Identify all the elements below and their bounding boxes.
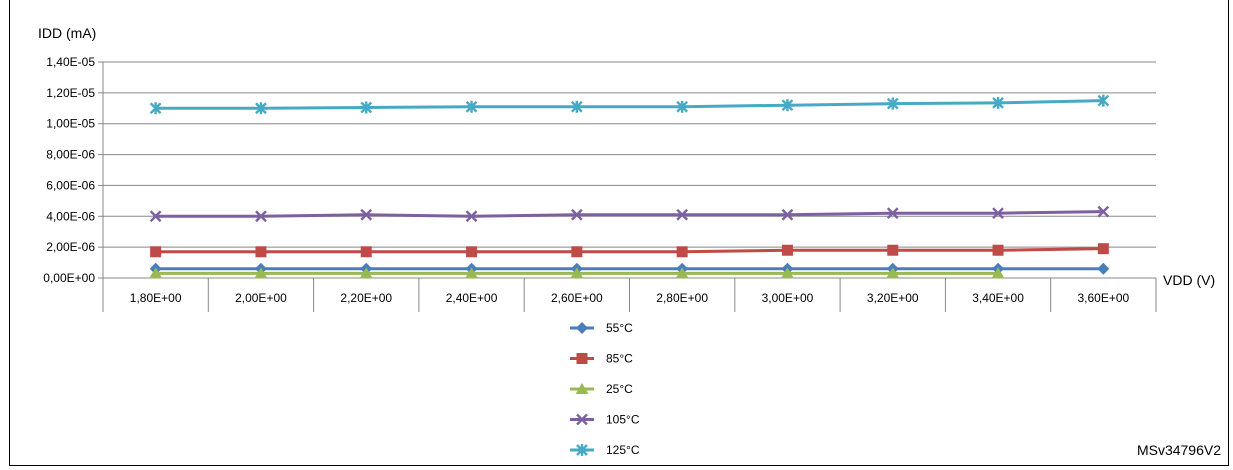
y-tick-label: 0,00E+00 xyxy=(43,271,95,285)
data-point xyxy=(886,267,900,279)
data-point xyxy=(781,99,794,112)
data-point xyxy=(1097,205,1110,218)
y-tick-label: 8,00E-06 xyxy=(46,148,95,162)
y-tick-label: 1,20E-05 xyxy=(46,86,95,100)
y-tick-labels: 0,00E+00 2,00E-06 4,00E-06 6,00E-06 8,00E-06… xyxy=(43,55,95,285)
data-point xyxy=(576,322,588,334)
data-point xyxy=(571,100,583,113)
data-point xyxy=(465,210,478,223)
data-point xyxy=(992,207,1004,220)
x-tick-label: 2,00E+00 xyxy=(235,291,287,305)
legend-item: 125°C xyxy=(570,443,640,457)
series-25°C xyxy=(149,267,1005,279)
data-point xyxy=(576,413,588,426)
data-point xyxy=(360,101,373,114)
x-tick-label: 3,00E+00 xyxy=(762,291,814,305)
axes xyxy=(98,61,1157,312)
series-group xyxy=(149,94,1110,279)
data-point xyxy=(466,246,478,258)
chart-frame xyxy=(9,0,1229,466)
data-point xyxy=(676,208,688,221)
data-point xyxy=(359,267,373,279)
x-tick-label: 3,20E+00 xyxy=(867,291,919,305)
data-point xyxy=(149,267,163,279)
legend-label: 25°C xyxy=(606,382,633,396)
data-point xyxy=(360,246,372,258)
data-point xyxy=(360,208,373,221)
data-point xyxy=(570,267,584,279)
data-point xyxy=(576,353,588,364)
y-tick-label: 1,00E-05 xyxy=(46,117,95,131)
legend-label: 105°C xyxy=(606,413,640,427)
x-tick-label: 3,40E+00 xyxy=(972,291,1024,305)
data-point xyxy=(1097,94,1110,107)
data-point xyxy=(992,96,1004,109)
x-tick-label: 2,40E+00 xyxy=(446,291,498,305)
x-tick-label: 2,20E+00 xyxy=(340,291,392,305)
data-point xyxy=(675,267,689,279)
reference-code: MSv34796V2 xyxy=(1137,442,1221,458)
series-85°C xyxy=(150,243,1109,258)
data-point xyxy=(571,208,583,221)
data-point xyxy=(1097,262,1110,275)
data-point xyxy=(255,102,267,115)
y-tick-label: 1,40E-05 xyxy=(46,55,95,69)
data-point xyxy=(465,267,479,279)
data-point xyxy=(676,100,688,113)
x-tick-label: 2,80E+00 xyxy=(656,291,708,305)
data-point xyxy=(575,383,589,394)
legend-item: 25°C xyxy=(570,382,633,396)
data-point xyxy=(149,210,162,223)
legend-label: 55°C xyxy=(606,321,633,335)
data-point xyxy=(465,100,478,113)
legend-label: 125°C xyxy=(606,443,640,457)
legend: 55°C 85°C 25°C 105°C 125°C xyxy=(570,321,640,457)
x-axis-label: VDD (V) xyxy=(1163,272,1215,288)
data-point xyxy=(887,244,899,256)
series-line xyxy=(155,210,1104,218)
series-105°C xyxy=(149,205,1110,223)
legend-item: 105°C xyxy=(570,413,640,427)
data-point xyxy=(576,444,588,456)
data-point xyxy=(781,208,794,221)
data-point xyxy=(781,244,793,256)
y-axis-label: IDD (mA) xyxy=(38,25,96,41)
y-tick-label: 6,00E-06 xyxy=(46,178,95,192)
data-point xyxy=(150,246,162,258)
legend-label: 85°C xyxy=(606,352,633,366)
series-line xyxy=(155,99,1104,110)
data-point xyxy=(676,246,688,258)
x-tick-label: 3,60E+00 xyxy=(1077,291,1129,305)
data-point xyxy=(992,244,1004,256)
data-point xyxy=(780,267,794,279)
legend-item: 55°C xyxy=(570,321,633,335)
x-tick-label: 1,80E+00 xyxy=(130,291,182,305)
x-tick-label: 2,60E+00 xyxy=(551,291,603,305)
legend-item: 85°C xyxy=(570,352,633,366)
data-point xyxy=(149,102,162,115)
data-point xyxy=(571,246,583,258)
y-tick-label: 2,00E-06 xyxy=(46,240,95,254)
data-point xyxy=(991,267,1005,279)
data-point xyxy=(255,210,267,223)
series-line xyxy=(155,247,1104,254)
data-point xyxy=(254,267,268,279)
data-point xyxy=(255,246,267,258)
series-125°C xyxy=(149,94,1110,115)
x-tick-labels: 1,80E+00 2,00E+00 2,20E+00 2,40E+00 2,60E+00… xyxy=(130,291,1130,305)
data-point xyxy=(886,97,899,110)
gridlines xyxy=(103,61,1156,248)
data-point xyxy=(886,207,899,220)
data-point xyxy=(1097,243,1109,255)
y-tick-label: 4,00E-06 xyxy=(46,209,95,223)
